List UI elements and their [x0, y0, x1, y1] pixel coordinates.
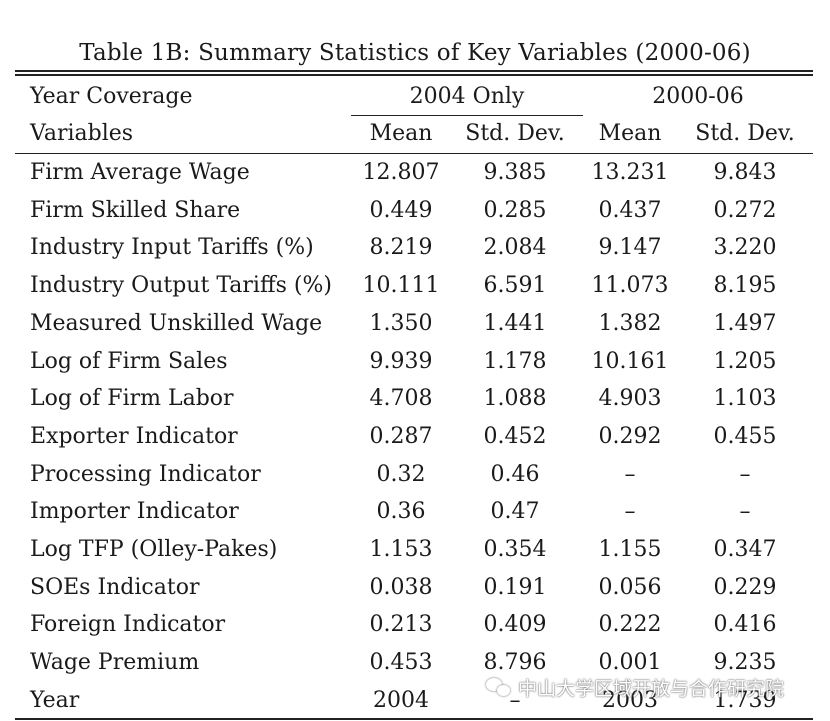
- cell-sd-2004: 6.591: [483, 273, 547, 298]
- header-mean-2000-06: Mean: [598, 121, 662, 146]
- cell-sd-2000-06: 0.416: [713, 612, 777, 637]
- cell-sd-2004: 1.441: [483, 311, 547, 336]
- variable-name: Log TFP (Olley-Pakes): [30, 537, 278, 562]
- variable-name: Importer Indicator: [30, 499, 239, 524]
- cell-mean-2004: 10.111: [362, 273, 440, 298]
- header-rule: [15, 153, 813, 155]
- cell-sd-2000-06: 3.220: [713, 235, 777, 260]
- cell-mean-2004: 1.350: [369, 311, 433, 336]
- wechat-icon: [486, 676, 512, 698]
- variable-name: Log of Firm Labor: [30, 386, 234, 411]
- cell-mean-2000-06: –: [624, 462, 636, 487]
- cell-mean-2004: 0.287: [369, 424, 433, 449]
- header-group-2004: 2004 Only: [409, 84, 525, 109]
- cell-mean-2004: 4.708: [369, 386, 433, 411]
- cell-sd-2000-06: 1.103: [713, 386, 777, 411]
- cell-sd-2000-06: 1.205: [713, 349, 777, 374]
- cell-mean-2004: 0.449: [369, 198, 433, 223]
- cell-mean-2000-06: 1.155: [598, 537, 662, 562]
- cell-mean-2000-06: 0.437: [598, 198, 662, 223]
- cell-sd-2000-06: 9.235: [713, 650, 777, 675]
- cell-mean-2000-06: –: [624, 499, 636, 524]
- cell-sd-2004: 2.084: [483, 235, 547, 260]
- cell-mean-2000-06: 0.001: [598, 650, 662, 675]
- header-sd-2004: Std. Dev.: [465, 121, 565, 146]
- cell-mean-2004: 0.36: [376, 499, 426, 524]
- cell-mean-2004: 0.453: [369, 650, 433, 675]
- cell-sd-2000-06: 0.455: [713, 424, 777, 449]
- cell-mean-2004: 0.32: [376, 462, 426, 487]
- cell-sd-2000-06: 8.195: [713, 273, 777, 298]
- cell-sd-2004: –: [509, 688, 521, 713]
- cell-sd-2004: 0.191: [483, 575, 547, 600]
- cell-mean-2004: 9.939: [369, 349, 433, 374]
- header-year-coverage: Year Coverage: [30, 84, 193, 109]
- cell-mean-2004: 0.038: [369, 575, 433, 600]
- cell-sd-2004: 1.088: [483, 386, 547, 411]
- cell-sd-2004: 8.796: [483, 650, 547, 675]
- cell-sd-2000-06: 0.347: [713, 537, 777, 562]
- group-rule: [351, 115, 583, 116]
- cell-mean-2000-06: 0.056: [598, 575, 662, 600]
- header-sd-2000-06: Std. Dev.: [695, 121, 795, 146]
- variable-name: Foreign Indicator: [30, 612, 226, 637]
- top-rule-double: [15, 74, 813, 76]
- cell-mean-2000-06: 11.073: [591, 273, 669, 298]
- cell-sd-2004: 0.409: [483, 612, 547, 637]
- bottom-rule: [15, 718, 813, 720]
- variable-name: Industry Input Tariffs (%): [30, 235, 314, 260]
- cell-mean-2004: 0.213: [369, 612, 433, 637]
- cell-sd-2004: 1.178: [483, 349, 547, 374]
- variable-name: Industry Output Tariffs (%): [30, 273, 332, 298]
- cell-sd-2000-06: 9.843: [713, 160, 777, 185]
- variable-name: SOEs Indicator: [30, 575, 200, 600]
- variable-name: Exporter Indicator: [30, 424, 238, 449]
- cell-sd-2000-06: 0.229: [713, 575, 777, 600]
- cell-sd-2000-06: –: [739, 462, 751, 487]
- cell-sd-2000-06: 0.272: [713, 198, 777, 223]
- variable-name: Measured Unskilled Wage: [30, 311, 323, 336]
- variable-name: Processing Indicator: [30, 462, 261, 487]
- cell-sd-2004: 0.354: [483, 537, 547, 562]
- cell-sd-2004: 0.285: [483, 198, 547, 223]
- cell-mean-2000-06: 10.161: [591, 349, 669, 374]
- cell-mean-2004: 12.807: [362, 160, 440, 185]
- cell-sd-2004: 0.452: [483, 424, 547, 449]
- variable-name: Year: [30, 688, 80, 713]
- cell-sd-2004: 0.47: [490, 499, 540, 524]
- top-rule: [15, 70, 813, 72]
- cell-mean-2000-06: 1.382: [598, 311, 662, 336]
- cell-sd-2004: 9.385: [483, 160, 547, 185]
- table-caption: Table 1B: Summary Statistics of Key Vari…: [79, 40, 751, 66]
- header-mean-2004: Mean: [369, 121, 433, 146]
- watermark-text: 中山大学区域开放与合作研究院: [518, 677, 785, 700]
- variable-name: Wage Premium: [30, 650, 200, 675]
- variable-name: Firm Average Wage: [30, 160, 250, 185]
- cell-mean-2000-06: 0.222: [598, 612, 662, 637]
- cell-mean-2000-06: 13.231: [591, 160, 669, 185]
- cell-mean-2004: 8.219: [369, 235, 433, 260]
- cell-sd-2000-06: –: [739, 499, 751, 524]
- cell-sd-2000-06: 1.497: [713, 311, 777, 336]
- cell-mean-2004: 1.153: [369, 537, 433, 562]
- cell-mean-2000-06: 0.292: [598, 424, 662, 449]
- cell-sd-2004: 0.46: [490, 462, 540, 487]
- cell-mean-2000-06: 9.147: [598, 235, 662, 260]
- cell-sd-2000-06: 1.739: [713, 688, 777, 713]
- variable-name: Log of Firm Sales: [30, 349, 228, 374]
- cell-mean-2000-06: 2003: [602, 688, 658, 713]
- header-variables: Variables: [30, 121, 134, 146]
- header-group-2000-06: 2000-06: [652, 84, 744, 109]
- variable-name: Firm Skilled Share: [30, 198, 241, 223]
- watermark: 中山大学区域开放与合作研究院: [486, 674, 784, 700]
- cell-mean-2000-06: 4.903: [598, 386, 662, 411]
- cell-mean-2004: 2004: [373, 688, 429, 713]
